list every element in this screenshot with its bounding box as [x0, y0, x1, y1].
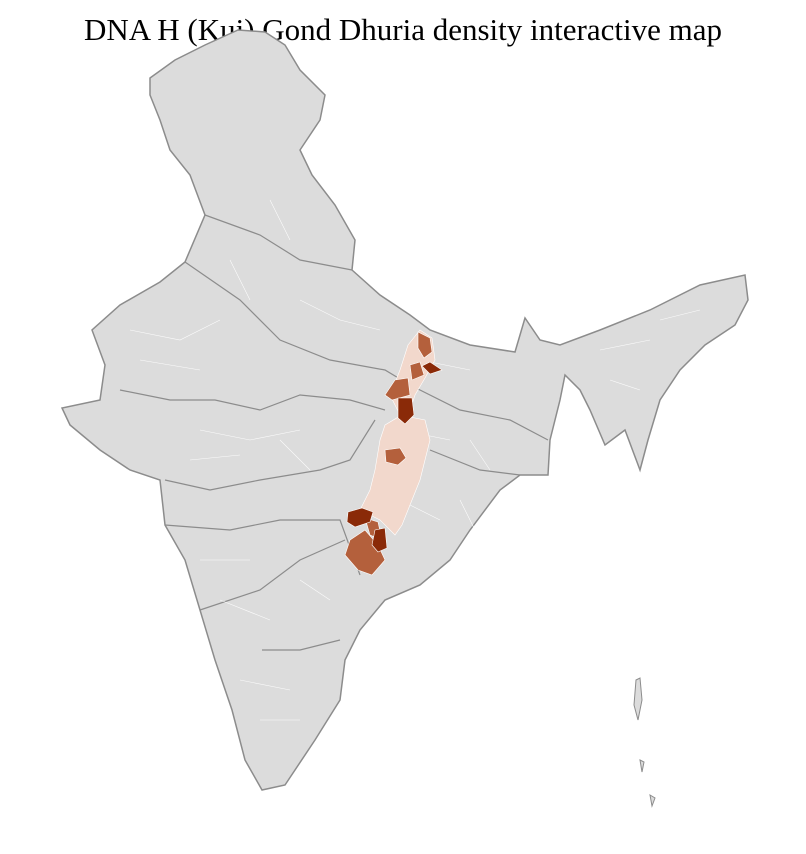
- map-title: DNA H (Kui) Gond Dhuria density interact…: [84, 12, 722, 47]
- andaman-islands[interactable]: [633, 677, 643, 721]
- district-high-density[interactable]: [346, 361, 443, 553]
- density-regions: [344, 329, 443, 576]
- state-borders: [119, 214, 549, 651]
- nicobar-islands[interactable]: [639, 759, 656, 808]
- district-mid-density[interactable]: [344, 331, 433, 576]
